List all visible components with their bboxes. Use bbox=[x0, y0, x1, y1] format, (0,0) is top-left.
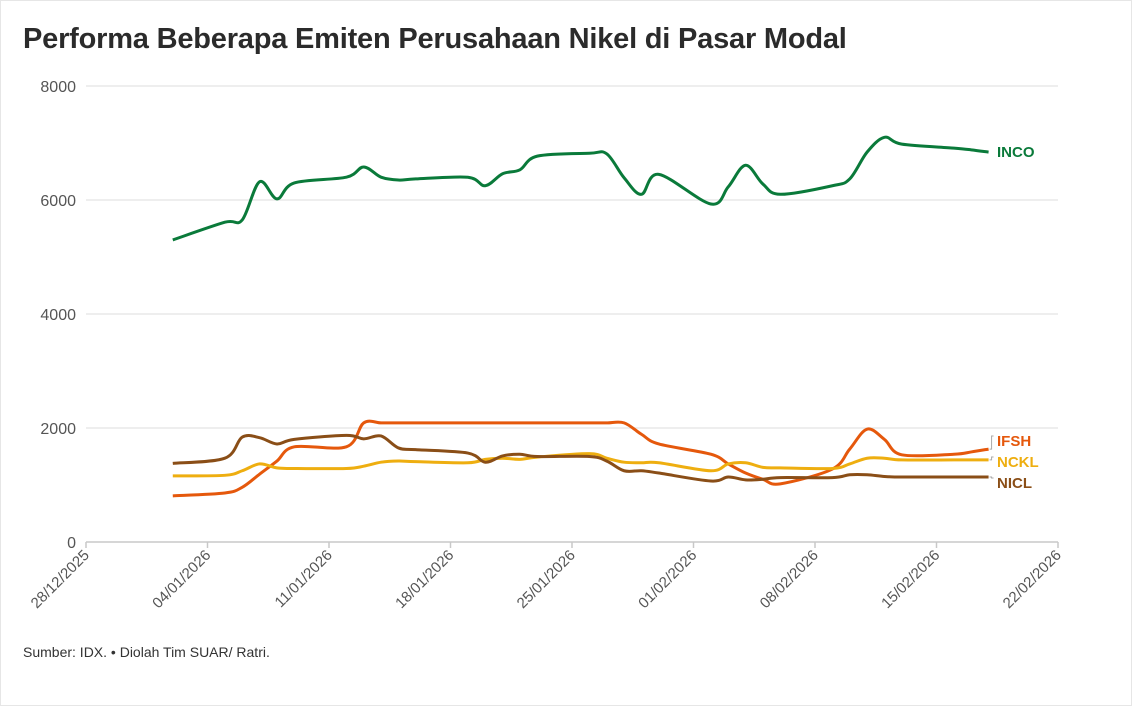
label-connector bbox=[989, 476, 994, 479]
x-tick-label: 22/02/2026 bbox=[1000, 547, 1065, 612]
x-tick-label: 11/01/2026 bbox=[272, 547, 336, 611]
x-tick-label: 18/01/2026 bbox=[392, 547, 457, 612]
x-tick-label: 04/01/2026 bbox=[149, 547, 214, 612]
source-note: Sumber: IDX. • Diolah Tim SUAR/ Ratri. bbox=[23, 644, 270, 660]
series-line-nicl bbox=[172, 433, 989, 483]
x-tick-label: 28/12/2025 bbox=[28, 547, 93, 612]
y-tick-label: 4000 bbox=[40, 307, 76, 324]
label-connector bbox=[989, 456, 994, 461]
y-tick-label: 6000 bbox=[40, 193, 76, 210]
y-tick-label: 2000 bbox=[40, 421, 76, 438]
y-tick-label: 0 bbox=[67, 535, 76, 552]
series-label-nicl: NICL bbox=[997, 475, 1032, 492]
y-tick-label: 8000 bbox=[40, 79, 76, 96]
label-connector bbox=[989, 435, 994, 450]
x-tick-label: 15/02/2026 bbox=[878, 547, 943, 612]
x-tick-label: 25/01/2026 bbox=[514, 547, 579, 612]
series-line-ifsh bbox=[172, 419, 989, 498]
x-tick-label: 08/02/2026 bbox=[757, 547, 822, 612]
series-label-ifsh: IFSH bbox=[997, 433, 1031, 450]
series-line-inco bbox=[172, 135, 989, 242]
series-label-inco: INCO bbox=[997, 144, 1035, 161]
series-label-nckl: NCKL bbox=[997, 454, 1039, 471]
series-line-nckl bbox=[172, 452, 989, 478]
chart-title: Performa Beberapa Emiten Perusahaan Nike… bbox=[23, 23, 847, 55]
x-tick-label: 01/02/2026 bbox=[635, 547, 700, 612]
